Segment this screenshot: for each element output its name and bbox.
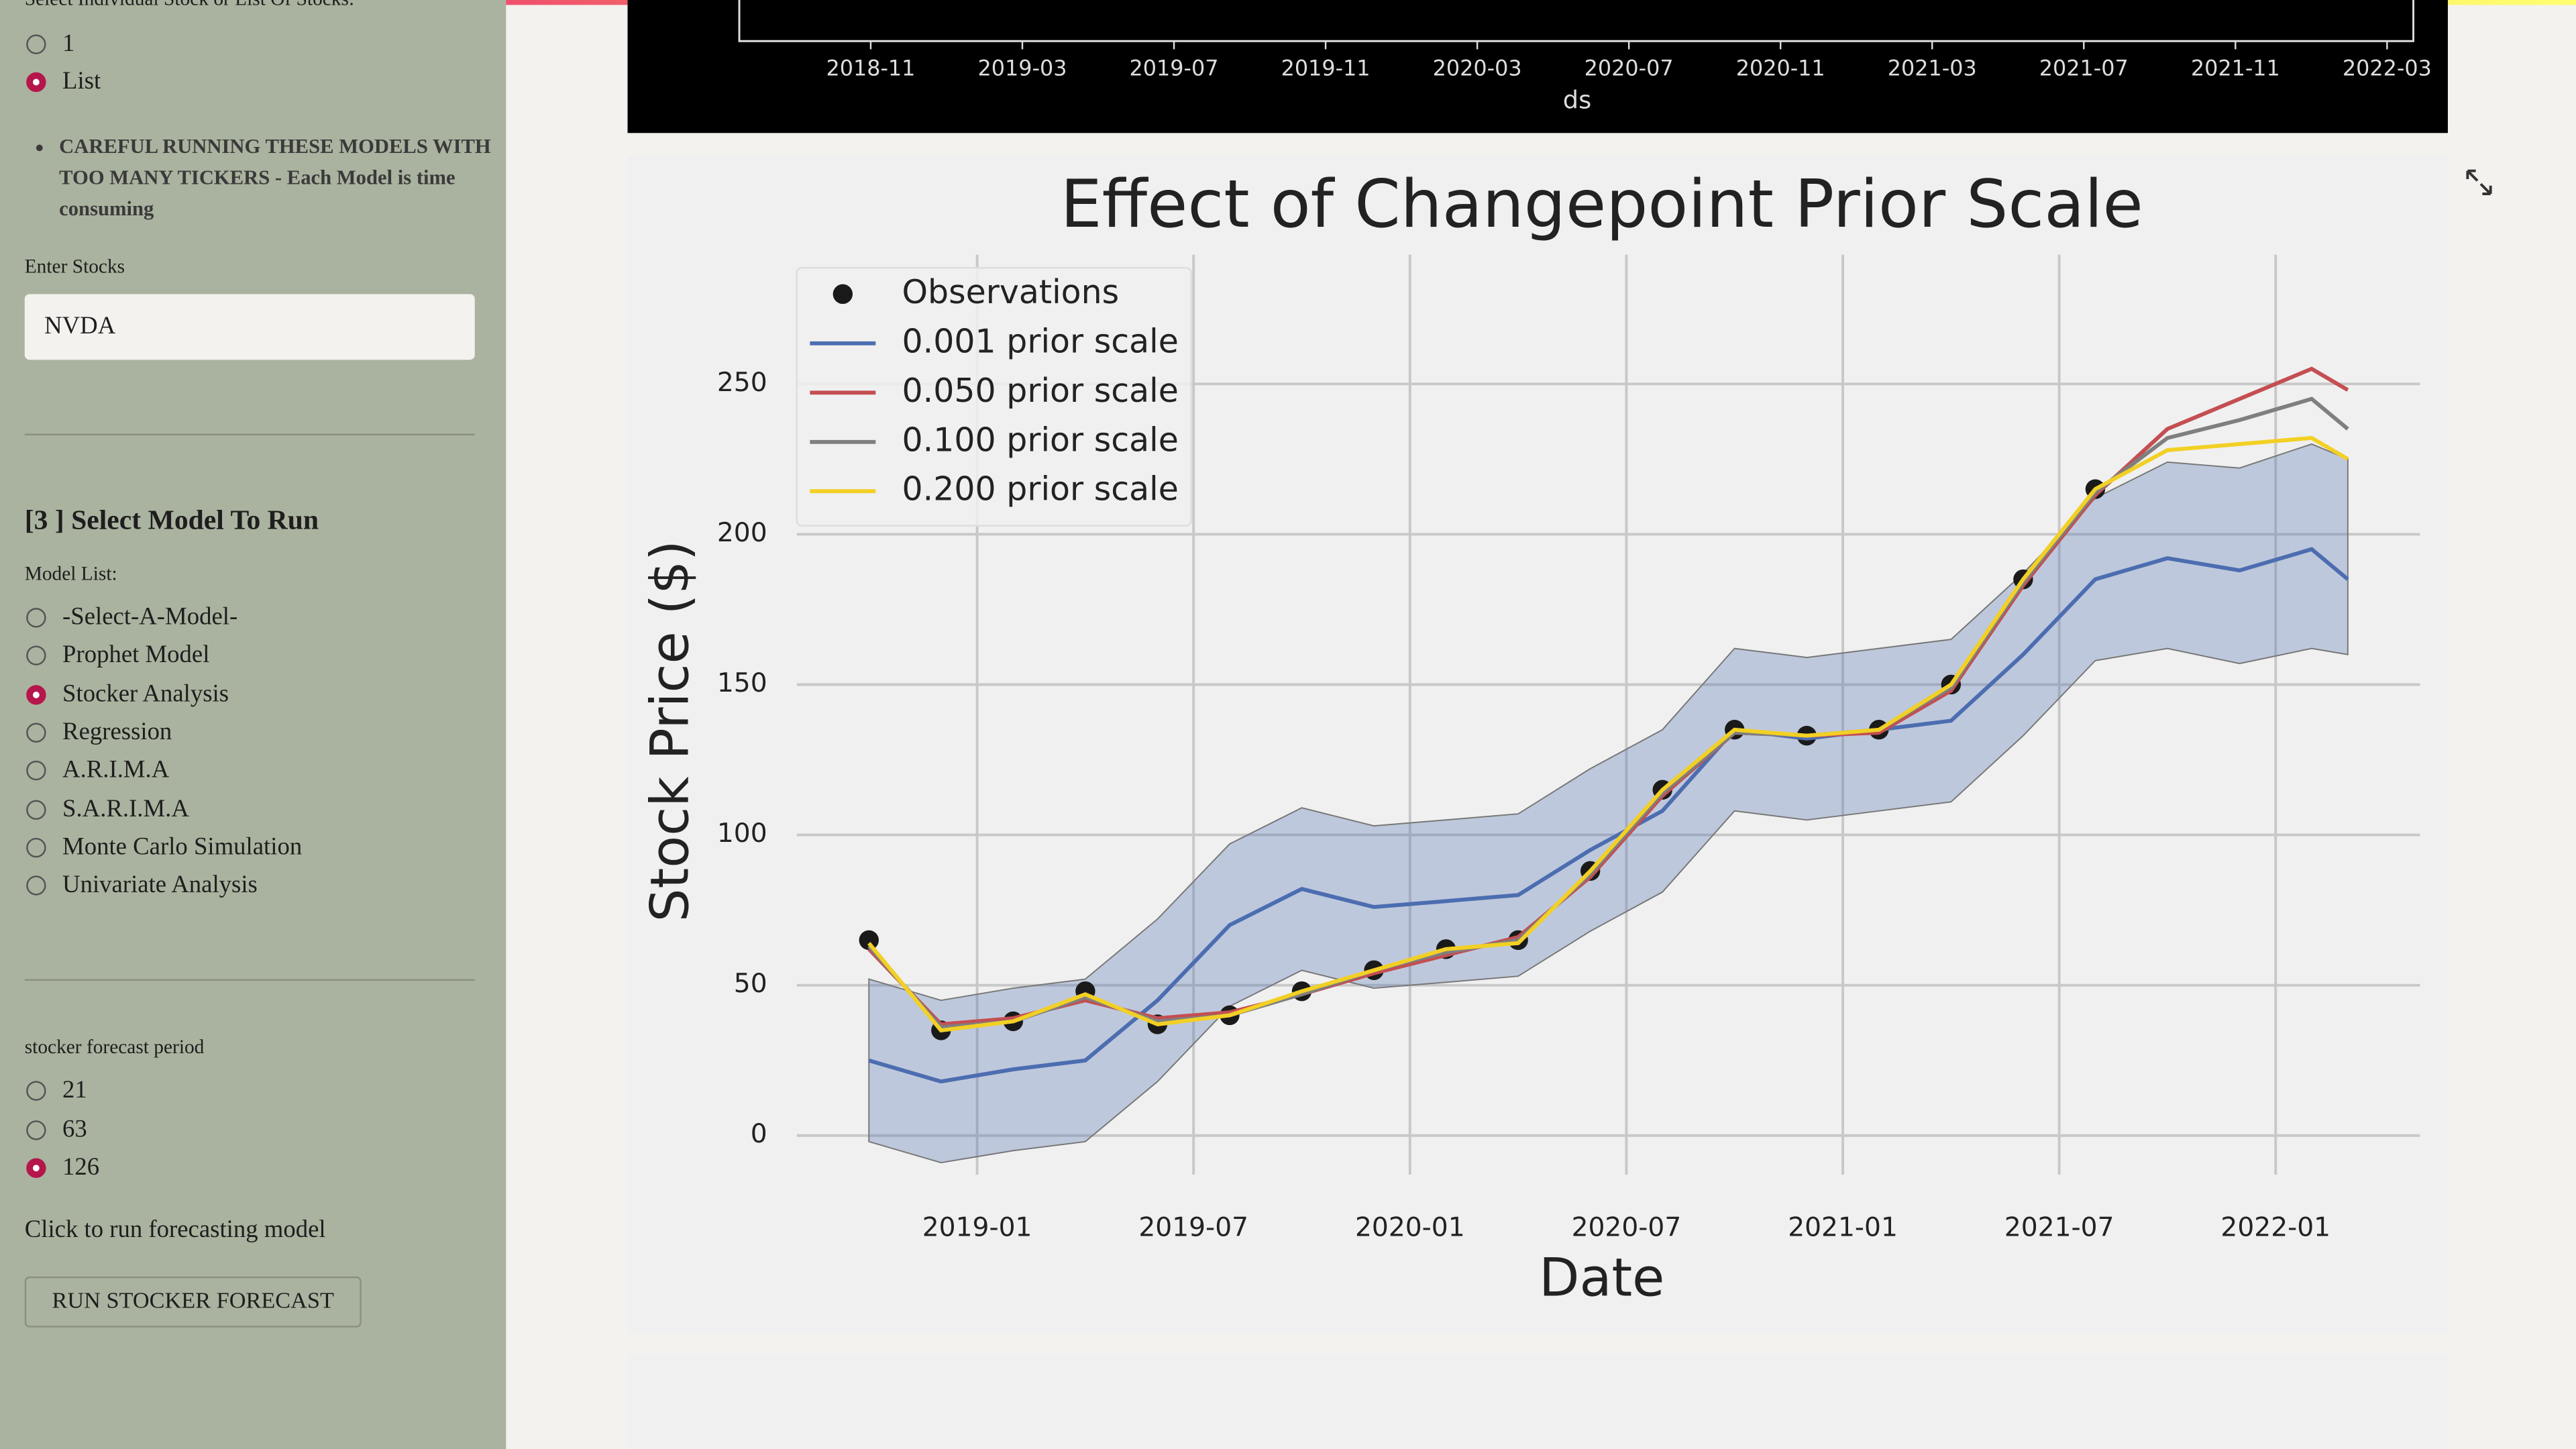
expand-icon[interactable] [2464, 168, 2493, 197]
radio-label: Monte Carlo Simulation [62, 834, 303, 861]
legend-label: Observations [902, 273, 1119, 311]
warning: CAREFUL RUNNING THESE MODELS WITH TOO MA… [59, 131, 506, 225]
previous-plot-frame [738, 0, 2415, 42]
radio-label: Univariate Analysis [62, 872, 258, 899]
previous-chart-bg [627, 0, 2448, 133]
radio-label: A.R.I.M.A [62, 757, 170, 784]
next-panel [627, 1353, 2448, 1449]
stocks-value: NVDA [44, 313, 116, 340]
previous-x-tick-label: 2018-11 [826, 56, 915, 81]
chart-title: Effect of Changepoint Prior Scale [1061, 166, 2143, 243]
warning-list: CAREFUL RUNNING THESE MODELS WITH TOO MA… [25, 131, 506, 225]
model-header: [3 ] Select Model To Run [24, 504, 319, 536]
radio-button [26, 72, 46, 93]
radio-button [26, 1081, 46, 1101]
sidebar: Select Individual Stock or List Of Stock… [0, 0, 506, 1449]
radio-label: -Select-A-Model- [62, 604, 238, 631]
radio-button [26, 875, 46, 896]
previous-x-tick-label: 2021-07 [2039, 56, 2129, 81]
chart: Effect of Changepoint Prior Scale Date S… [640, 166, 2420, 1309]
radio-button [26, 1158, 46, 1178]
y-axis-label: Stock Price ($) [640, 540, 701, 922]
radio-button [26, 837, 46, 857]
radio-label: 126 [62, 1155, 100, 1181]
previous-chart: ds 2018-11 2019-03 2019-07 2019-11 2020-03 20… [627, 0, 2448, 133]
x-axis-label: Date [1539, 1248, 1664, 1309]
model-label: Model List: [24, 561, 117, 585]
x-tick-label: 2021-01 [1788, 1212, 1898, 1242]
radio-label: 63 [62, 1116, 87, 1143]
legend-label: 0.200 prior scale [902, 470, 1178, 508]
y-tick-label: 0 [751, 1119, 767, 1149]
x-tick-label: 2021-07 [2004, 1212, 2114, 1242]
y-tick-label: 150 [717, 668, 767, 698]
radio-button [26, 684, 46, 704]
legend-label: 0.100 prior scale [902, 421, 1178, 459]
uncertainty-band [868, 443, 2349, 1164]
y-tick-label: 100 [717, 818, 767, 849]
previous-x-label: ds [1563, 86, 1591, 115]
radio-label: 21 [62, 1077, 87, 1104]
x-tick-label: 2020-01 [1355, 1212, 1465, 1242]
radio-button [26, 1119, 46, 1140]
x-tick-label: 2019-07 [1138, 1212, 1248, 1242]
radio-button [26, 608, 46, 628]
separator [24, 433, 475, 435]
legend-box [796, 266, 1192, 527]
y-tick-label: 250 [717, 368, 767, 398]
radio-button [26, 722, 46, 743]
stocks-label: Enter Stocks [24, 254, 125, 278]
previous-x-tick-label: 2020-11 [1736, 56, 1825, 81]
legend-label: 0.001 prior scale [902, 322, 1178, 360]
radio-button [26, 646, 46, 666]
run-button[interactable]: RUN STOCKER FORECAST [24, 1276, 362, 1328]
radio-label: Prophet Model [62, 643, 210, 669]
previous-x-tick-label: 2019-03 [978, 56, 1067, 81]
previous-x-tick-label: 2019-11 [1281, 56, 1371, 81]
radio-label: S.A.R.I.M.A [62, 796, 189, 822]
x-tick-label: 2022-01 [2220, 1212, 2330, 1242]
stocks-input[interactable]: NVDA [24, 294, 475, 360]
run-label: Click to run forecasting model [24, 1217, 326, 1244]
radio-label: Regression [62, 719, 172, 746]
radio-button [26, 34, 46, 54]
radio-label: Stocker Analysis [62, 681, 229, 708]
stock-header: Select Individual Stock or List Of Stock… [25, 0, 354, 11]
y-tick-label: 50 [734, 969, 767, 999]
legend-label: 0.050 prior scale [902, 372, 1178, 410]
previous-x-tick-label: 2022-03 [2343, 56, 2432, 81]
observation [859, 930, 879, 951]
series-line [867, 435, 2349, 1033]
previous-x-tick-label: 2021-03 [1888, 56, 1977, 81]
radio-label: 1 [62, 31, 75, 58]
x-tick-label: 2019-01 [922, 1212, 1032, 1242]
radio-button [26, 799, 46, 819]
x-tick-label: 2020-07 [1572, 1212, 1682, 1242]
previous-x-tick-label: 2019-07 [1130, 56, 1219, 81]
separator [24, 979, 475, 981]
radio-label: List [62, 69, 101, 96]
previous-x-tick-label: 2021-11 [2191, 56, 2280, 81]
previous-x-tick-label: 2020-03 [1433, 56, 1522, 81]
previous-x-tick-label: 2020-07 [1585, 56, 1674, 81]
y-tick-label: 200 [717, 518, 767, 548]
radio-button [26, 761, 46, 781]
period-label: stocker forecast period [24, 1034, 205, 1059]
legend-marker [833, 284, 853, 305]
